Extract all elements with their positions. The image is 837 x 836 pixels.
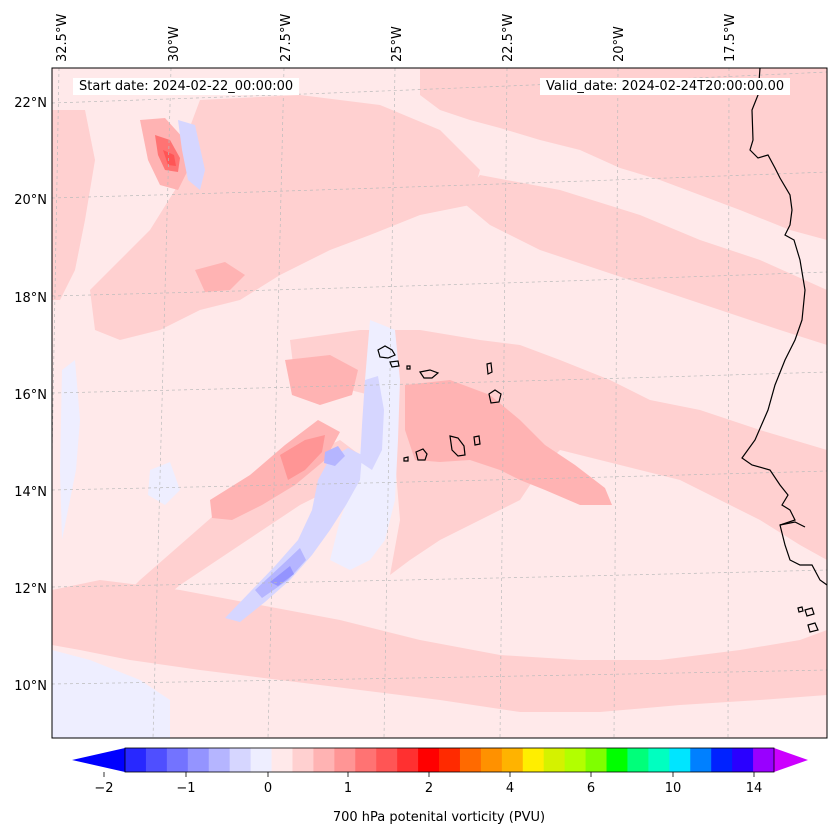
colorbar-segment (292, 748, 314, 772)
pv-band-north-east (420, 68, 827, 240)
lat-label: 18°N (14, 291, 47, 306)
pv-band-far-west (52, 110, 95, 300)
gambia-river (779, 521, 806, 528)
colorbar-segment (397, 748, 419, 772)
lat-label: 12°N (14, 582, 47, 597)
pv-core-north-peak (163, 150, 176, 166)
colorbar-segment (522, 748, 545, 772)
colorbar-segment (690, 748, 712, 772)
colorbar-extend-high (774, 748, 808, 772)
pv-neg-strip-core (255, 548, 306, 598)
cape-verde-islet (406, 365, 411, 370)
cape-verde-sao-nicolau (419, 369, 440, 379)
pv-neg-north-streak (178, 120, 205, 190)
lat-label: 10°N (14, 679, 47, 694)
colorbar-tick-label: 2 (425, 781, 433, 796)
pv-neg-strip (225, 448, 362, 622)
colorbar-segment (376, 748, 398, 772)
colorbar-extend-low (72, 748, 125, 772)
pv-neg-center-core (324, 446, 345, 466)
colorbar-segment (732, 748, 754, 772)
colorbar-segment (648, 748, 670, 772)
latitude-labels: 22°N 20°N 18°N 16°N 14°N 12°N 10°N (14, 96, 47, 694)
lon-label: 22.5°W (501, 14, 516, 62)
colorbar-tick-label: 10 (665, 781, 682, 796)
colorbar-tick-label: 6 (587, 781, 595, 796)
colorbar-tick-label: −1 (176, 781, 195, 796)
colorbar-frame (124, 747, 775, 773)
colorbar-tick-label: 1 (344, 781, 352, 796)
colorbar-segment (355, 748, 377, 772)
cape-verde-santiago (449, 435, 466, 457)
colorbar-segment (187, 748, 210, 772)
pv-core-mid-north (195, 262, 245, 292)
start-date-label: Start date: 2024-02-22_00:00:00 (73, 78, 300, 95)
colorbar-segment (208, 748, 231, 772)
gridlines (52, 68, 827, 738)
colorbar-tick-label: −2 (94, 781, 113, 796)
colorbar-segment (753, 748, 775, 772)
colorbar-segment (166, 748, 189, 772)
colorbar-segment (250, 748, 273, 772)
colorbar-label: 700 hPa potenital vorticity (PVU) (333, 810, 545, 825)
colorbar-segment (271, 748, 293, 772)
cape-verde-brava (403, 456, 409, 462)
cape-verde-sal (486, 362, 493, 375)
colorbar-segment (418, 748, 440, 772)
colorbar-segment (711, 748, 733, 772)
lon-label: 27.5°W (279, 14, 294, 62)
lon-label: 32.5°W (55, 14, 70, 62)
cape-verde-maio (473, 435, 481, 446)
pv-neg-strip-north (360, 376, 384, 470)
colorbar-segment (627, 748, 649, 772)
colorbar-segment (606, 748, 628, 772)
colorbar-segment (313, 748, 335, 772)
pv-field (52, 68, 827, 738)
colorbar-segment (145, 748, 168, 772)
colorbar: −2 −1 0 1 2 4 6 10 14 700 hPa potenital vorticit… (72, 747, 808, 825)
colorbar-segment (585, 748, 608, 772)
colorbar-segment (334, 748, 356, 772)
pv-neg-strip-peak (270, 566, 294, 586)
cape-verde-fogo (415, 448, 428, 461)
pv-core-band-strong (280, 435, 325, 480)
colorbar-tick-label: 14 (746, 781, 763, 796)
colorbar-segment (459, 748, 482, 772)
colorbar-segment (564, 748, 587, 772)
lat-label: 20°N (14, 193, 47, 208)
pv-band-east-upper (460, 175, 827, 345)
pv-core-east (405, 380, 612, 505)
lat-label: 14°N (14, 485, 47, 500)
valid-date-label: Valid_date: 2024-02-24T20:00:00.00 (540, 78, 791, 95)
pv-neg-south-west (52, 650, 170, 738)
cape-verde-santo-antao (377, 345, 396, 359)
colorbar-segment (669, 748, 691, 772)
lon-label: 17.5°W (723, 14, 738, 62)
colorbar-segment (480, 748, 503, 772)
cape-verde-sao-vicente (389, 360, 400, 368)
coastlines (377, 68, 827, 633)
lon-label: 20°W (612, 26, 627, 62)
bijagos-islands-2 (807, 622, 819, 633)
bijagos-islands-1 (804, 607, 815, 617)
colorbar-segment (501, 748, 524, 772)
colorbar-tick-label: 4 (506, 781, 514, 796)
bijagos-islands-3 (797, 606, 804, 613)
colorbar-segment (229, 748, 252, 772)
pv-core-central-north (285, 355, 358, 405)
pv-neg-west-mid (148, 462, 180, 505)
longitude-labels: 32.5°W 30°W 27.5°W 25°W 22.5°W 20°W 17.5°W (55, 14, 738, 62)
cape-verde-boa-vista (488, 389, 502, 404)
colorbar-segment (543, 748, 566, 772)
lon-label: 30°W (167, 26, 182, 62)
lat-label: 22°N (14, 96, 47, 111)
colorbar-tick-label: 0 (264, 781, 272, 796)
lon-label: 25°W (390, 26, 405, 62)
map-frame (51, 67, 828, 739)
pv-neg-west (60, 360, 80, 540)
colorbar-segment (439, 748, 461, 772)
colorbar-segment (125, 748, 147, 772)
lat-label: 16°N (14, 388, 47, 403)
